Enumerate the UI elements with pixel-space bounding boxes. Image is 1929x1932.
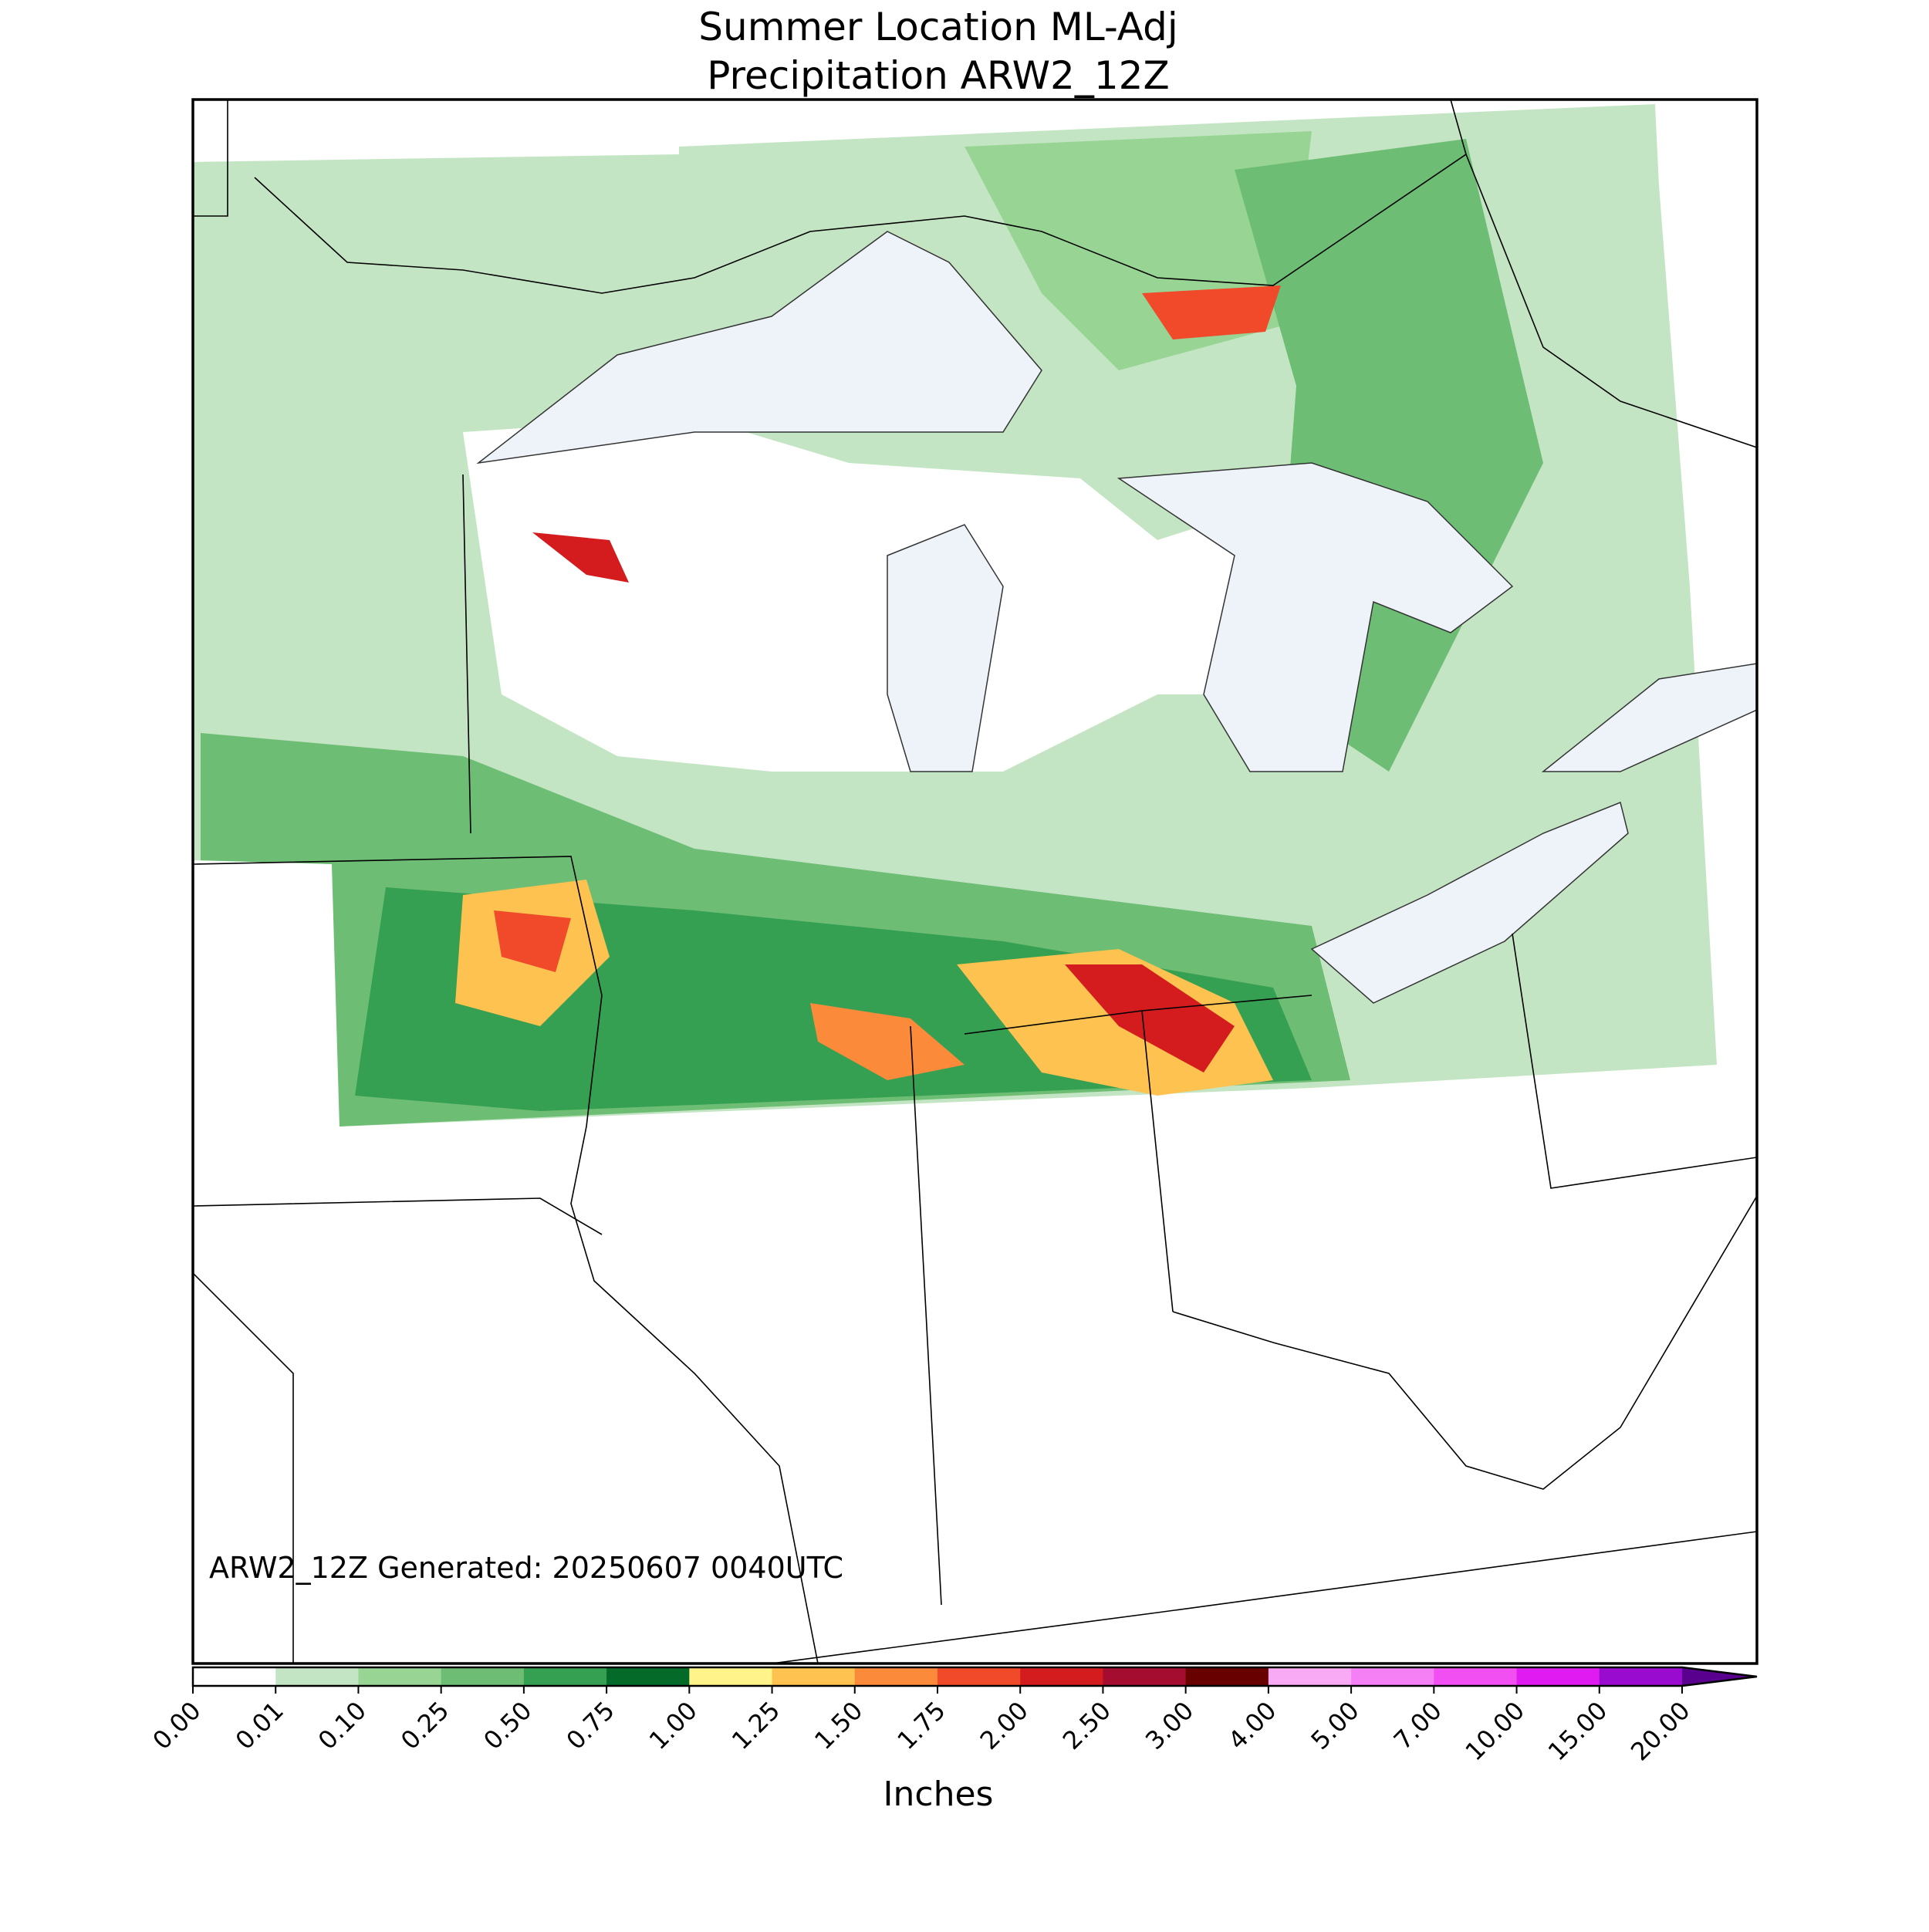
colorbar-segment [1599, 1667, 1683, 1686]
map [191, 98, 1758, 1665]
heavy-precip [810, 1003, 964, 1080]
title-line: Precipitation ARW2_12Z [707, 53, 1169, 98]
colorbar-tick-label: 1.00 [644, 1696, 703, 1755]
state-border [1172, 1195, 1757, 1490]
colorbar-segment [937, 1667, 1021, 1686]
colorbar-segment [441, 1667, 525, 1686]
colorbar-tick-label: 20.00 [1625, 1696, 1696, 1767]
colorbar-segment [606, 1667, 690, 1686]
colorbar-tick-label: 1.50 [809, 1696, 868, 1755]
lake [887, 524, 1004, 772]
colorbar-segment [1516, 1667, 1600, 1686]
colorbar-segment [1020, 1667, 1103, 1686]
heavy-precip [1065, 964, 1235, 1072]
colorbar-tick-label: 1.25 [726, 1696, 785, 1755]
title-line: Summer Location ML-Adj [698, 5, 1177, 49]
colorbar-segment [1185, 1667, 1269, 1686]
state-border [910, 1025, 942, 1606]
lake [1310, 801, 1629, 1004]
colorbar-tick-label: 0.25 [395, 1696, 454, 1755]
colorbar-tick-label: 0.10 [312, 1696, 372, 1755]
state-border [771, 1531, 1757, 1663]
colorbar-outline [191, 1666, 1758, 1687]
country-border [254, 100, 1467, 294]
state-border [193, 856, 819, 1663]
colorbar-segment [193, 1667, 276, 1686]
state-border [193, 100, 228, 217]
colorbar-tick-label: 15.00 [1542, 1696, 1613, 1767]
colorbar-tick-label: 0.00 [147, 1696, 206, 1755]
state-border [193, 1272, 294, 1663]
lake [476, 231, 1042, 464]
colorbar-segment [358, 1667, 442, 1686]
colorbar-segment [275, 1667, 359, 1686]
colorbar-segment [1103, 1667, 1187, 1686]
colorbar-label: Inches [883, 1775, 994, 1814]
colorbar-tick-label: 0.50 [478, 1696, 537, 1755]
colorbar-tick-label: 7.00 [1388, 1696, 1448, 1755]
colorbar-segment [854, 1667, 938, 1686]
annotation: ARW2_12Z Generated: 20250607 0040UTC [209, 1551, 843, 1585]
colorbar-tick-label: 3.00 [1140, 1696, 1199, 1755]
colorbar-segment [1434, 1667, 1518, 1686]
state-border [1512, 933, 1757, 1189]
country-border [1465, 154, 1757, 448]
lake [1117, 462, 1514, 772]
colorbar-segment [1351, 1667, 1434, 1686]
colorbar-segment [689, 1667, 773, 1686]
state-border [1141, 1010, 1174, 1312]
state-border [193, 1197, 603, 1235]
state-border [462, 474, 471, 834]
colorbar-tick-label: 2.00 [975, 1696, 1034, 1755]
colorbar-tick-label: 2.50 [1057, 1696, 1117, 1755]
colorbar-tick-label: 0.01 [230, 1696, 289, 1755]
heavy-precip [1142, 285, 1281, 339]
heavy-precip [532, 532, 629, 583]
colorbar-tick-label: 5.00 [1306, 1696, 1365, 1755]
colorbar-tick-label: 4.00 [1222, 1696, 1282, 1755]
colorbar-tick-label: 1.75 [891, 1696, 951, 1755]
colorbar-segment [772, 1667, 856, 1686]
colorbar: 0.00 0.01 0.10 0.25 0.50 0.75 1.00 1.25 1.50 1.75… [147, 1666, 1758, 1767]
heavy-precip [494, 910, 571, 972]
colorbar-tick-label: 10.00 [1460, 1696, 1531, 1767]
colorbar-segment [523, 1667, 607, 1686]
lake [1541, 663, 1757, 772]
colorbar-tick-label: 0.75 [561, 1696, 620, 1755]
colorbar-extend [1682, 1667, 1757, 1686]
map-frame [191, 98, 1758, 1665]
colorbar-segment [1268, 1667, 1352, 1686]
